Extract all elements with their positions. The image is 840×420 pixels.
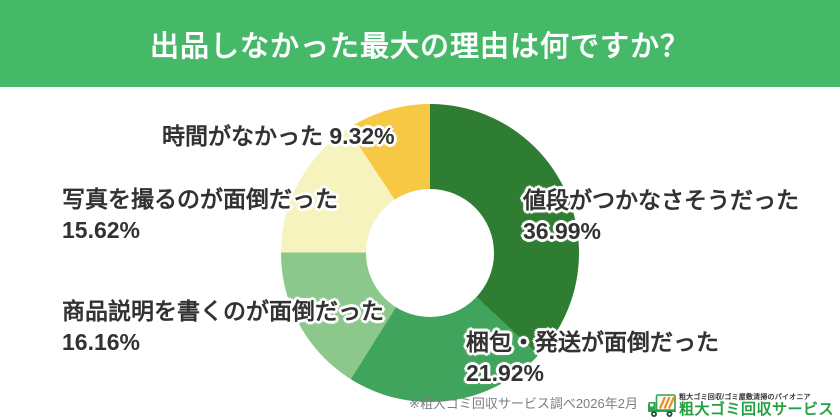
donut-hole <box>366 189 494 317</box>
segment-label-time: 時間がなかった 9.32% <box>162 121 395 152</box>
segment-label-packing: 梱包・発送が面倒だった 21.92% <box>466 327 719 389</box>
page-title: 出品しなかった最大の理由は何ですか？ <box>149 30 690 63</box>
footer: ※粗大ゴミ回収サービス調べ2026年2月 粗大ゴミ回収/ゴミ屋敷清掃のパイオニア <box>409 393 836 418</box>
title-banner: 出品しなかった最大の理由は何ですか？ <box>0 0 840 87</box>
logo-text-block: 粗大ゴミ回収/ゴミ屋敷清掃のパイオニア 粗大ゴミ回収サービス <box>679 394 834 418</box>
segment-label-photo-pct: 15.62% <box>62 217 141 243</box>
segment-label-photo-text: 写真を撮るのが面倒だった <box>62 186 338 212</box>
segment-label-packing-pct: 21.92% <box>466 360 545 386</box>
company-logo: 粗大ゴミ回収/ゴミ屋敷清掃のパイオニア 粗大ゴミ回収サービス <box>647 394 836 418</box>
logo-name: 粗大ゴミ回収サービス <box>678 400 834 418</box>
survey-source-note: ※粗大ゴミ回収サービス調べ2026年2月 <box>408 396 638 411</box>
segment-label-description: 商品説明を書くのが面倒だった 16.16% <box>62 296 384 358</box>
logo-tagline: 粗大ゴミ回収/ゴミ屋敷清掃のパイオニア <box>678 393 811 401</box>
segment-label-time-pct: 9.32% <box>329 123 395 149</box>
segment-label-price-text: 値段がつかなさそうだった <box>523 187 799 213</box>
segment-label-packing-text: 梱包・発送が面倒だった <box>466 329 719 355</box>
segment-label-description-text: 商品説明を書くのが面倒だった <box>62 298 384 324</box>
segment-label-photo: 写真を撮るのが面倒だった 15.62% <box>62 184 338 246</box>
segment-label-price: 値段がつかなさそうだった 36.99% <box>523 185 799 247</box>
segment-label-description-pct: 16.16% <box>62 329 141 355</box>
donut-chart <box>281 104 579 402</box>
segment-label-time-text: 時間がなかった <box>162 123 323 149</box>
segment-label-price-pct: 36.99% <box>523 218 602 244</box>
truck-logo-icon <box>647 394 676 417</box>
